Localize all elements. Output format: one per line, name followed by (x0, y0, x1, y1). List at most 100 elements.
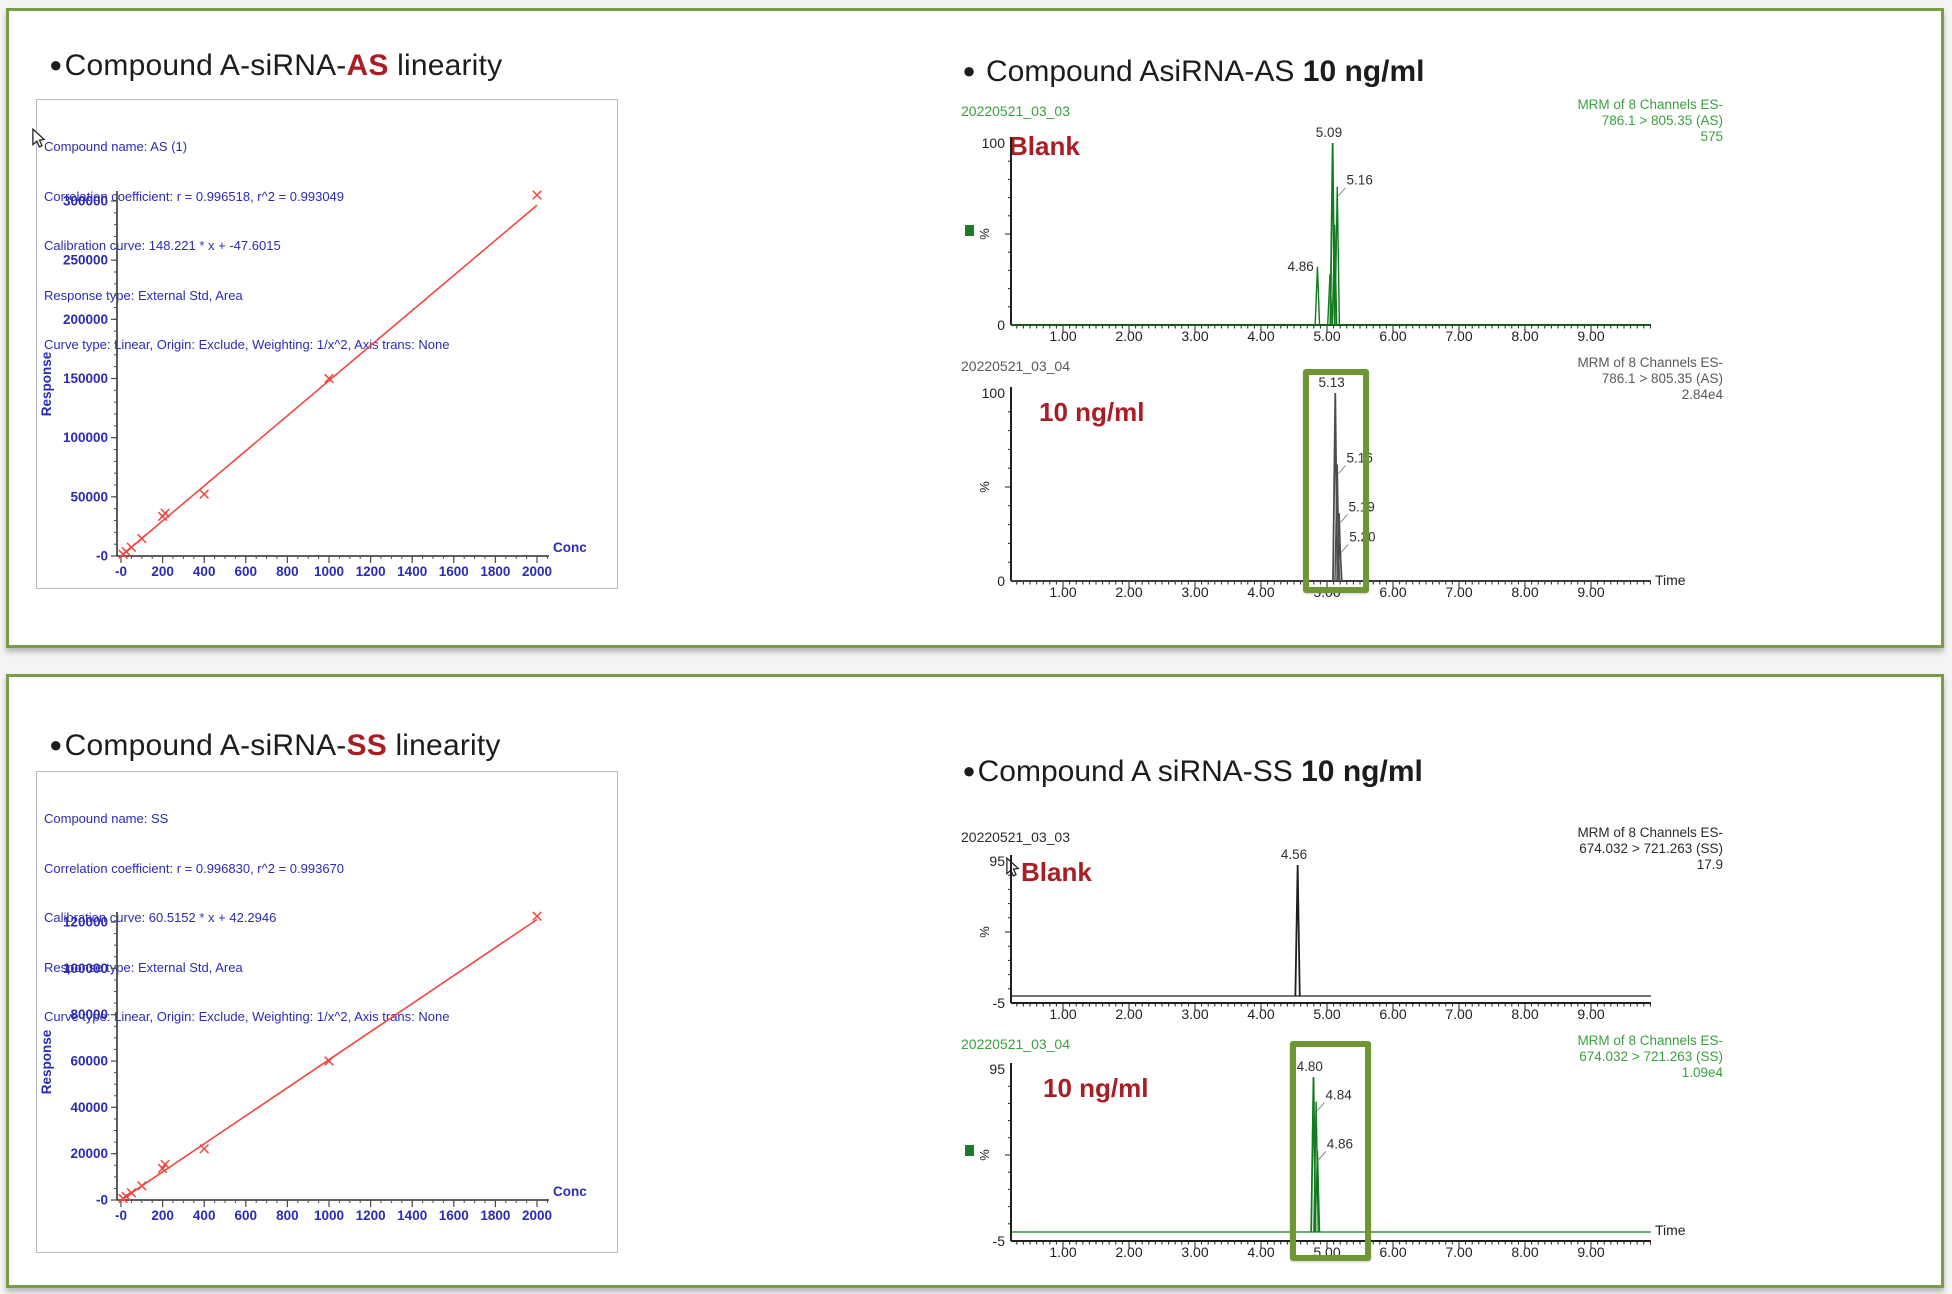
bullet-icon: ● (49, 732, 63, 757)
svg-text:1800: 1800 (480, 1208, 510, 1223)
svg-text:1400: 1400 (397, 1208, 427, 1223)
svg-text:4.86: 4.86 (1287, 259, 1313, 274)
svg-text:4.00: 4.00 (1247, 328, 1274, 344)
svg-text:100000: 100000 (63, 961, 108, 976)
svg-text:2.00: 2.00 (1115, 584, 1142, 600)
section-title-ss-10ngml: ●Compound A siRNA-SS 10 ng/ml (929, 721, 1423, 823)
svg-text:100: 100 (982, 385, 1006, 401)
title-conc-bold: 10 ng/ml (1301, 755, 1423, 788)
blank-annotation: Blank (1009, 131, 1080, 161)
mrm-line: MRM of 8 Channels ES- (1577, 1033, 1723, 1048)
title-suffix: linearity (386, 729, 501, 762)
transition-line: 786.1 > 805.35 (AS) (1601, 113, 1723, 128)
as-calibration-chart: 300000 250000 200000 150000 100000 50000 -0 -0 2… (39, 190, 587, 579)
bullet-icon: ● (49, 52, 63, 77)
svg-text:300000: 300000 (63, 194, 108, 209)
svg-text:9.00: 9.00 (1577, 1244, 1604, 1260)
svg-text:Conc: Conc (553, 540, 587, 555)
svg-text:20000: 20000 (70, 1146, 108, 1161)
mrm-info: MRM of 8 Channels ES- 674.032 > 721.263 … (1577, 825, 1723, 873)
calibration-header: Compound name: SS Correlation coefficien… (44, 778, 449, 1059)
as-10ngml-trace: 1000%1.00 2.00 3.00 4.00 5.00 6.00 7.00 8.00 9.0… (977, 375, 1686, 600)
svg-text:4.56: 4.56 (1281, 847, 1307, 862)
title-conc-bold: 10 ng/ml (1302, 55, 1425, 88)
svg-text:2.00: 2.00 (1115, 1006, 1142, 1022)
svg-text:6.00: 6.00 (1379, 1244, 1406, 1260)
ss-10ngml-trace: 95-5%1.00 2.00 3.00 4.00 5.00 6.00 7.00 8.00 9.0… (977, 1059, 1686, 1260)
svg-text:-0: -0 (96, 1193, 108, 1208)
run-label: 20220521_03_03 (961, 829, 1071, 845)
svg-text:4.86: 4.86 (1327, 1137, 1353, 1152)
as-blank-trace: 100 0% 1.00 2.00 3.00 4.00 5.00 6.00 7.00 8.00 9.0… (977, 125, 1651, 344)
svg-text:Time: Time (1655, 1222, 1686, 1238)
svg-text:400: 400 (193, 564, 216, 579)
svg-text:1.00: 1.00 (1049, 584, 1076, 600)
response-type-line: Response type: External Std, Area (44, 959, 243, 975)
svg-text:200: 200 (151, 564, 174, 579)
svg-text:8.00: 8.00 (1511, 328, 1538, 344)
blank-annotation: Blank (1021, 857, 1092, 887)
svg-text:Conc: Conc (553, 1184, 587, 1199)
title-accent-ss: SS (346, 729, 387, 762)
conc-annotation: 10 ng/ml (1039, 397, 1145, 427)
svg-text:40000: 40000 (70, 1100, 108, 1115)
svg-text:6.00: 6.00 (1379, 1006, 1406, 1022)
svg-text:2.00: 2.00 (1115, 1244, 1142, 1260)
compound-name-line: Compound name: SS (44, 811, 169, 826)
svg-text:5.00: 5.00 (1313, 328, 1340, 344)
svg-text:150000: 150000 (63, 371, 108, 386)
svg-text:2.00: 2.00 (1115, 328, 1142, 344)
series-marker-square-icon (965, 225, 974, 236)
svg-text:80000: 80000 (70, 1007, 108, 1022)
mrm-info: MRM of 8 Channels ES- 674.032 > 721.263 … (1577, 1033, 1723, 1081)
transition-line: 786.1 > 805.35 (AS) (1601, 371, 1723, 386)
svg-text:7.00: 7.00 (1445, 1006, 1472, 1022)
svg-text:50000: 50000 (70, 489, 108, 504)
calibration-curve-line: Calibration curve: 148.221 * x + -47.601… (44, 238, 281, 253)
section-title-as-linearity: ●Compound A-siRNA-AS linearity (15, 15, 502, 117)
svg-text:800: 800 (276, 564, 299, 579)
svg-text:5.00: 5.00 (1313, 1006, 1340, 1022)
svg-text:0: 0 (997, 317, 1005, 333)
svg-text:800: 800 (276, 1208, 299, 1223)
svg-text:600: 600 (235, 564, 258, 579)
svg-text:8.00: 8.00 (1511, 1244, 1538, 1260)
svg-text:1000: 1000 (314, 564, 344, 579)
svg-text:1800: 1800 (480, 564, 510, 579)
svg-text:100000: 100000 (63, 430, 108, 445)
svg-text:4.00: 4.00 (1247, 1244, 1274, 1260)
svg-text:Response: Response (39, 351, 54, 416)
transition-line: 674.032 > 721.263 (SS) (1579, 841, 1723, 856)
svg-text:1.00: 1.00 (1049, 328, 1076, 344)
mouse-cursor-icon (32, 128, 46, 148)
ss-calibration-chart: 120000 100000 80000 60000 40000 20000 -0 -0 200 4… (39, 911, 587, 1223)
svg-text:5.09: 5.09 (1316, 125, 1342, 140)
response-type-line: Response type: External Std, Area (44, 287, 243, 303)
svg-text:400: 400 (193, 1208, 216, 1223)
svg-text:250000: 250000 (63, 253, 108, 268)
mrm-line: MRM of 8 Channels ES- (1577, 825, 1723, 840)
svg-text:1400: 1400 (397, 564, 427, 579)
compound-name-line: Compound name: AS (1) (44, 139, 188, 154)
intensity-line: 2.84e4 (1681, 387, 1723, 402)
title-accent-as: AS (346, 49, 389, 82)
svg-text:9.00: 9.00 (1577, 584, 1604, 600)
section-title-as-10ngml: ● Compound AsiRNA-AS 10 ng/ml (929, 21, 1424, 123)
mrm-info: MRM of 8 Channels ES- 786.1 > 805.35 (AS… (1577, 355, 1723, 403)
title-text: Compound A-siRNA- (64, 49, 347, 82)
svg-text:200000: 200000 (63, 312, 108, 327)
svg-text:9.00: 9.00 (1577, 328, 1604, 344)
panel-ss-section: ●Compound A-siRNA-SS linearity ●Compound… (6, 674, 1944, 1288)
svg-text:1.00: 1.00 (1049, 1244, 1076, 1260)
svg-text:200: 200 (151, 1208, 174, 1223)
mouse-cursor-icon (1006, 857, 1020, 877)
svg-text:4.00: 4.00 (1247, 584, 1274, 600)
svg-text:3.00: 3.00 (1181, 1006, 1208, 1022)
svg-text:-0: -0 (115, 564, 127, 579)
svg-text:100: 100 (982, 135, 1006, 151)
run-label: 20220521_03_03 (961, 103, 1071, 119)
svg-text:%: % (977, 228, 992, 240)
ss-10ngml-chromatogram: 20220521_03_04 MRM of 8 Channels ES- 674… (953, 1031, 1733, 1276)
svg-text:4.00: 4.00 (1247, 1006, 1274, 1022)
